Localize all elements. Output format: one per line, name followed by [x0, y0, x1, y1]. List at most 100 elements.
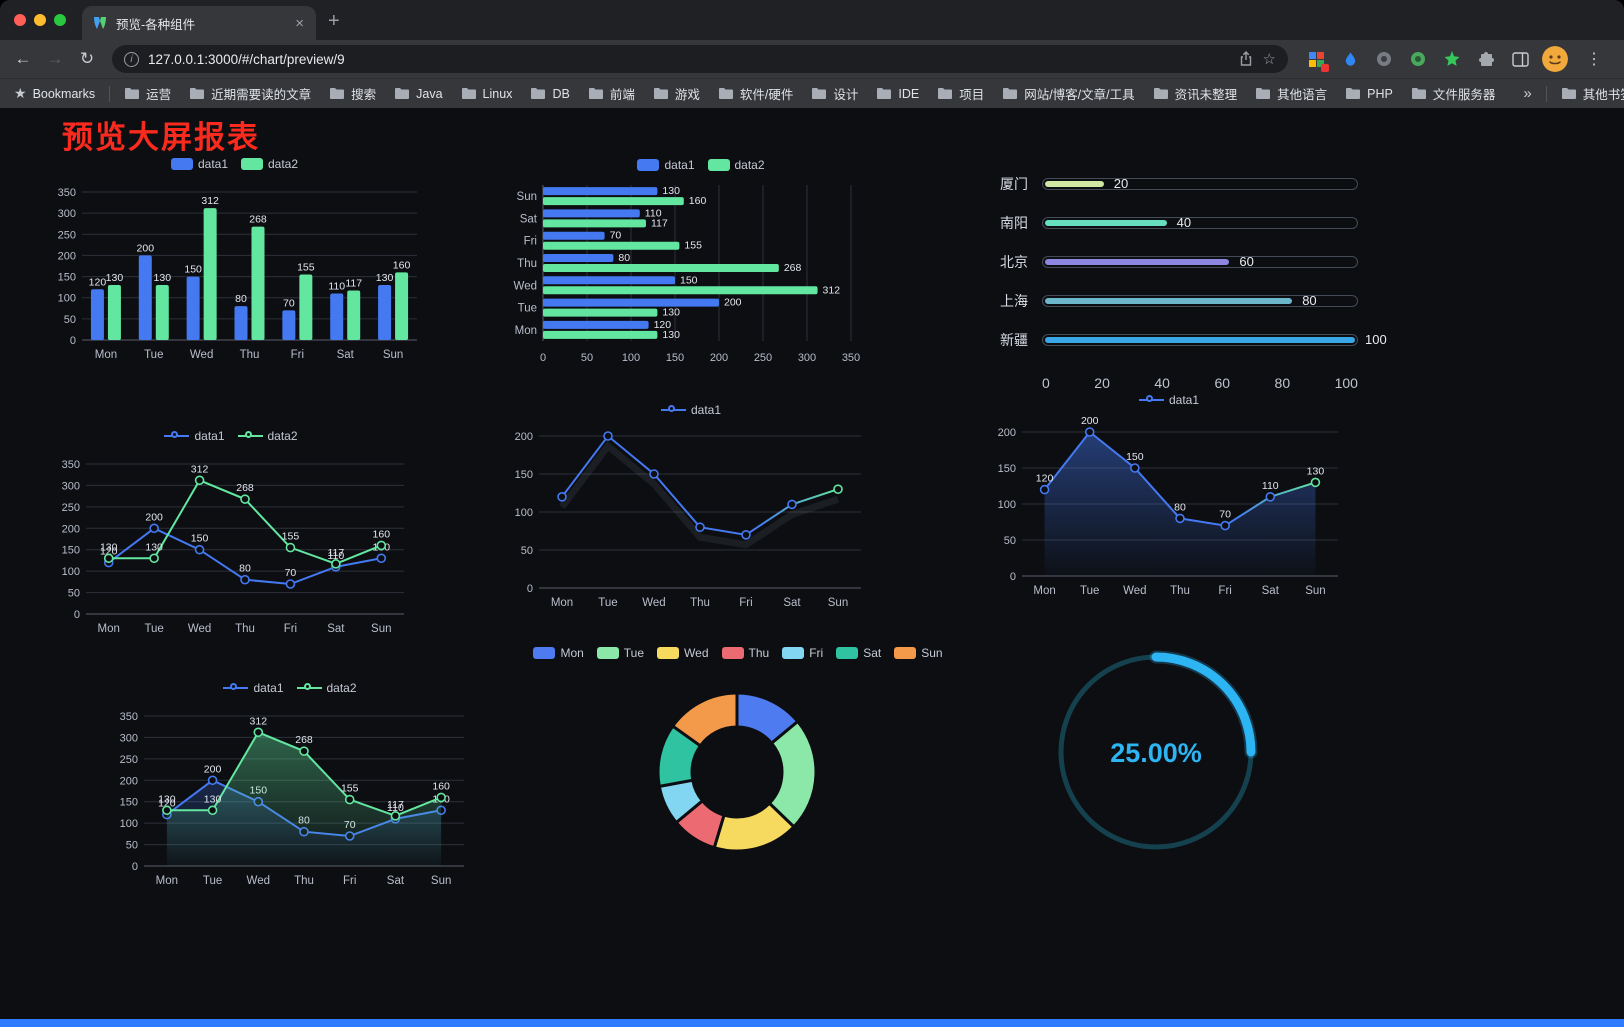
bookmark-folder[interactable]: 设计 [811, 84, 858, 103]
forward-icon[interactable]: → [46, 49, 64, 68]
svg-text:200: 200 [515, 431, 533, 443]
svg-text:50: 50 [1004, 535, 1016, 547]
browser-menu-icon[interactable]: ⋮ [1586, 51, 1602, 68]
extension-grid-icon[interactable] [1304, 47, 1329, 72]
minimize-window-button[interactable] [34, 14, 46, 26]
bookmarks-manager[interactable]: ★ Bookmarks [14, 85, 95, 102]
svg-text:Fri: Fri [291, 349, 304, 361]
legend-item[interactable]: Sat [836, 646, 881, 660]
tab-close-icon[interactable]: × [295, 14, 304, 32]
folder-icon [1561, 88, 1576, 99]
svg-text:200: 200 [204, 763, 222, 775]
progress-value: 100 [1365, 331, 1387, 347]
progress-label: 南阳 [1000, 214, 1028, 231]
bookmark-folder[interactable]: 前端 [588, 84, 635, 103]
side-panel-icon[interactable] [1508, 47, 1532, 71]
share-icon[interactable] [1238, 51, 1254, 67]
browser-tab[interactable]: 预览-各种组件 × [82, 6, 316, 40]
bookmark-star-icon[interactable]: ☆ [1262, 51, 1276, 68]
bookmark-folder[interactable]: 网站/博客/文章/工具 [1002, 84, 1135, 103]
legend-item[interactable]: Wed [657, 646, 709, 660]
zoom-window-button[interactable] [54, 14, 66, 26]
bookmark-folder[interactable]: 资讯未整理 [1153, 84, 1237, 103]
legend-item[interactable]: data1 [170, 157, 228, 171]
svg-text:100: 100 [58, 293, 76, 305]
svg-text:Tue: Tue [1080, 585, 1099, 597]
legend-item[interactable]: data1 [164, 429, 225, 443]
extension-green-circle-icon[interactable] [1406, 47, 1430, 71]
legend-item[interactable]: data2 [237, 429, 298, 443]
bookmark-folder[interactable]: DB [530, 87, 570, 101]
bookmark-folder[interactable]: Linux [461, 87, 512, 101]
bookmark-folder[interactable]: 项目 [937, 84, 984, 103]
svg-text:160: 160 [373, 528, 391, 540]
legend-item[interactable]: Mon [533, 646, 584, 660]
svg-text:70: 70 [1219, 509, 1231, 521]
extension-drop-icon[interactable] [1338, 47, 1362, 71]
progress-track: 80 [1042, 292, 1358, 308]
new-tab-button[interactable]: + [328, 10, 340, 32]
legend-item[interactable]: Thu [721, 646, 769, 660]
legend-item[interactable]: Fri [782, 646, 823, 660]
bookmark-folder[interactable]: 近期需要读的文章 [189, 84, 311, 103]
bookmark-folder[interactable]: Java [394, 87, 443, 101]
folder-icon [1256, 88, 1271, 99]
svg-text:268: 268 [236, 482, 254, 494]
legend-item[interactable]: data2 [707, 158, 765, 172]
svg-text:Thu: Thu [517, 258, 537, 270]
folder-icon [190, 88, 205, 99]
other-bookmarks-folder[interactable]: 其他书签 [1561, 84, 1624, 103]
legend-item[interactable]: Sun [894, 646, 943, 660]
bookmark-folder[interactable]: 游戏 [653, 84, 700, 103]
bookmark-folder[interactable]: IDE [876, 87, 919, 101]
profile-avatar[interactable] [1542, 46, 1568, 72]
page-info-icon[interactable]: i [124, 51, 139, 67]
single-area-chart: data1 0 50 100 150 200 Mon Tue Wed Thu Fri Sat Sun 12… [986, 390, 1352, 607]
address-bar[interactable]: i 127.0.0.1:3000/#/chart/preview/9 ☆ [112, 45, 1288, 73]
legend-item[interactable]: data1 [223, 681, 284, 695]
progress-value: 80 [1302, 292, 1317, 308]
svg-text:120: 120 [100, 546, 118, 558]
svg-text:100: 100 [515, 507, 533, 519]
extension-star-icon[interactable] [1440, 47, 1464, 71]
progress-row: 厦门 20 [1000, 164, 1358, 203]
bookmarks-overflow-icon[interactable]: » [1523, 85, 1532, 102]
extension-gray-circle-icon[interactable] [1372, 47, 1396, 71]
legend-item[interactable]: data1 [1138, 393, 1199, 407]
single-area-chart-canvas: 0 50 100 150 200 Mon Tue Wed Thu Fri Sat Sun 120 200 1… [998, 415, 1338, 597]
legend-item[interactable]: data1 [637, 158, 695, 172]
bookmark-folder[interactable]: 软件/硬件 [718, 84, 793, 103]
legend-item[interactable]: data2 [241, 157, 298, 171]
legend-item[interactable]: data1 [660, 403, 721, 417]
svg-text:130: 130 [100, 541, 118, 553]
bookmark-folder[interactable]: 文件服务器 [1411, 84, 1495, 103]
reload-icon[interactable]: ↻ [79, 49, 95, 68]
gauge-chart-canvas: 25.00% [1058, 650, 1258, 850]
bookmark-folder[interactable]: PHP [1345, 87, 1393, 101]
close-window-button[interactable] [14, 14, 26, 26]
svg-text:50: 50 [521, 545, 533, 557]
svg-text:Fri: Fri [739, 597, 752, 609]
gauge-chart: 25.00% [1048, 650, 1264, 867]
svg-text:300: 300 [120, 732, 138, 744]
legend-item[interactable]: Tue [596, 646, 644, 660]
back-icon[interactable]: ← [14, 49, 32, 68]
svg-text:200: 200 [724, 297, 742, 309]
bookmark-folder[interactable]: 其他语言 [1255, 84, 1327, 103]
svg-text:117: 117 [651, 217, 668, 229]
svg-text:160: 160 [689, 195, 707, 207]
svg-text:Wed: Wed [247, 875, 270, 887]
svg-text:110: 110 [328, 280, 345, 292]
bookmark-folder[interactable]: 运营 [124, 84, 171, 103]
svg-text:Fri: Fri [343, 875, 356, 887]
extensions-puzzle-icon[interactable] [1474, 47, 1498, 71]
bookmark-folder[interactable]: 搜索 [329, 84, 376, 103]
folder-icon [395, 88, 410, 99]
svg-text:Mon: Mon [1033, 585, 1055, 597]
legend-item[interactable]: data2 [296, 681, 357, 695]
svg-text:Sat: Sat [783, 597, 801, 609]
progress-track: 60 [1042, 254, 1358, 269]
url-text[interactable]: 127.0.0.1:3000/#/chart/preview/9 [148, 51, 345, 67]
svg-text:312: 312 [201, 195, 219, 207]
